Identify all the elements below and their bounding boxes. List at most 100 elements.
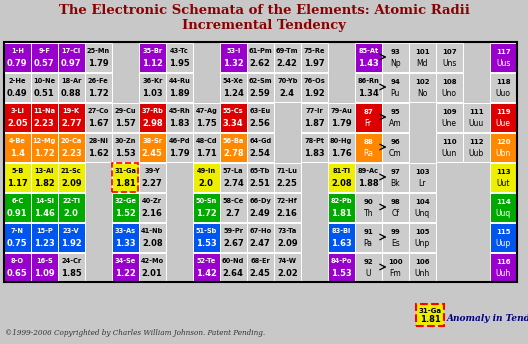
- Bar: [490, 252, 516, 282]
- Text: 14-Si: 14-Si: [35, 198, 54, 204]
- Text: 71-Lu: 71-Lu: [277, 168, 298, 174]
- Text: 0.97: 0.97: [61, 59, 81, 68]
- Text: 77-Ir: 77-Ir: [305, 108, 323, 114]
- Bar: [436, 73, 463, 102]
- Text: 56-Ba: 56-Ba: [223, 138, 244, 144]
- Text: 1.81: 1.81: [331, 209, 352, 218]
- Bar: [31, 162, 58, 192]
- Bar: [139, 193, 165, 222]
- Text: 68-Er: 68-Er: [250, 258, 270, 264]
- Text: 90: 90: [363, 198, 373, 205]
- Text: 57-La: 57-La: [223, 168, 243, 174]
- Text: 67-Ho: 67-Ho: [249, 228, 271, 234]
- Bar: [274, 252, 300, 282]
- Bar: [436, 132, 463, 162]
- Text: 62-Sm: 62-Sm: [249, 78, 272, 84]
- Bar: [247, 252, 274, 282]
- Bar: [247, 73, 274, 102]
- Bar: [220, 73, 247, 102]
- Text: 102: 102: [415, 78, 429, 85]
- Bar: [31, 43, 58, 72]
- Text: 1.89: 1.89: [169, 89, 190, 98]
- Text: 2.16: 2.16: [142, 209, 163, 218]
- Bar: [490, 193, 516, 222]
- Bar: [193, 223, 220, 252]
- Text: 115: 115: [496, 229, 511, 235]
- Text: 79-Au: 79-Au: [331, 108, 352, 114]
- Bar: [220, 223, 247, 252]
- Text: 35-Br: 35-Br: [142, 48, 162, 54]
- Text: 40-Zr: 40-Zr: [142, 198, 162, 204]
- Text: 91: 91: [363, 229, 373, 235]
- Text: Incremental Tendency: Incremental Tendency: [182, 19, 346, 32]
- Bar: [58, 43, 84, 72]
- Text: Np: Np: [390, 59, 401, 68]
- Text: 1.57: 1.57: [115, 119, 136, 128]
- Text: Cf: Cf: [391, 209, 399, 218]
- Text: 92: 92: [363, 259, 373, 265]
- Text: 1.92: 1.92: [304, 89, 325, 98]
- Text: 19-K: 19-K: [63, 108, 80, 114]
- Text: 23-V: 23-V: [63, 228, 80, 234]
- Bar: [139, 43, 165, 72]
- Text: 60-Nd: 60-Nd: [222, 258, 244, 264]
- Text: 44-Ru: 44-Ru: [168, 78, 190, 84]
- Text: 1.79: 1.79: [88, 59, 109, 68]
- Text: 1.43: 1.43: [358, 59, 379, 68]
- Text: 1.67: 1.67: [88, 119, 109, 128]
- Bar: [139, 103, 165, 132]
- Text: 120: 120: [496, 139, 511, 144]
- Bar: [112, 223, 138, 252]
- Text: 95: 95: [390, 109, 400, 115]
- Text: 2.59: 2.59: [250, 89, 271, 98]
- Text: 24-Cr: 24-Cr: [61, 258, 81, 264]
- Text: 58-Ce: 58-Ce: [223, 198, 244, 204]
- Text: 74-W: 74-W: [278, 258, 297, 264]
- Bar: [382, 193, 409, 222]
- Text: Es: Es: [391, 239, 400, 248]
- Bar: [112, 103, 138, 132]
- Bar: [58, 73, 84, 102]
- Text: 2.0: 2.0: [64, 209, 79, 218]
- Text: 2.54: 2.54: [250, 149, 271, 158]
- Bar: [112, 163, 138, 192]
- Text: Pa: Pa: [364, 239, 373, 248]
- Text: 2.23: 2.23: [61, 149, 82, 158]
- Text: 52-Te: 52-Te: [196, 258, 216, 264]
- Bar: [31, 73, 58, 102]
- Text: 2.08: 2.08: [142, 239, 163, 248]
- Text: 2.64: 2.64: [223, 269, 244, 278]
- Text: 1.79: 1.79: [331, 119, 352, 128]
- Bar: [355, 252, 382, 282]
- Text: Ubn: Ubn: [496, 149, 511, 158]
- Text: 0.91: 0.91: [7, 209, 27, 218]
- Bar: [409, 252, 436, 282]
- Bar: [355, 132, 382, 162]
- Text: 87: 87: [363, 109, 373, 115]
- Text: Uut: Uut: [496, 179, 510, 188]
- Text: 42-Mo: 42-Mo: [140, 258, 164, 264]
- Text: 63-Eu: 63-Eu: [250, 108, 271, 114]
- Bar: [328, 103, 354, 132]
- Bar: [193, 193, 220, 222]
- Text: 0.79: 0.79: [7, 59, 27, 68]
- Bar: [436, 43, 463, 72]
- Text: 2.77: 2.77: [61, 119, 81, 128]
- Text: Uuq: Uuq: [496, 209, 511, 218]
- Text: 2.45: 2.45: [142, 149, 163, 158]
- Text: 17-Cl: 17-Cl: [62, 48, 81, 54]
- Text: 86-Rn: 86-Rn: [357, 78, 379, 84]
- Text: Uuh: Uuh: [496, 269, 511, 278]
- Text: 114: 114: [496, 198, 511, 205]
- Bar: [490, 43, 516, 72]
- Text: 1.03: 1.03: [142, 89, 163, 98]
- Text: 2.56: 2.56: [250, 119, 271, 128]
- Bar: [382, 132, 409, 162]
- Text: 26-Fe: 26-Fe: [88, 78, 109, 84]
- Text: 117: 117: [496, 49, 511, 55]
- Text: 1.24: 1.24: [223, 89, 244, 98]
- Text: 1.62: 1.62: [88, 149, 109, 158]
- Bar: [58, 252, 84, 282]
- Text: 29-Cu: 29-Cu: [115, 108, 136, 114]
- Text: 110: 110: [442, 139, 457, 144]
